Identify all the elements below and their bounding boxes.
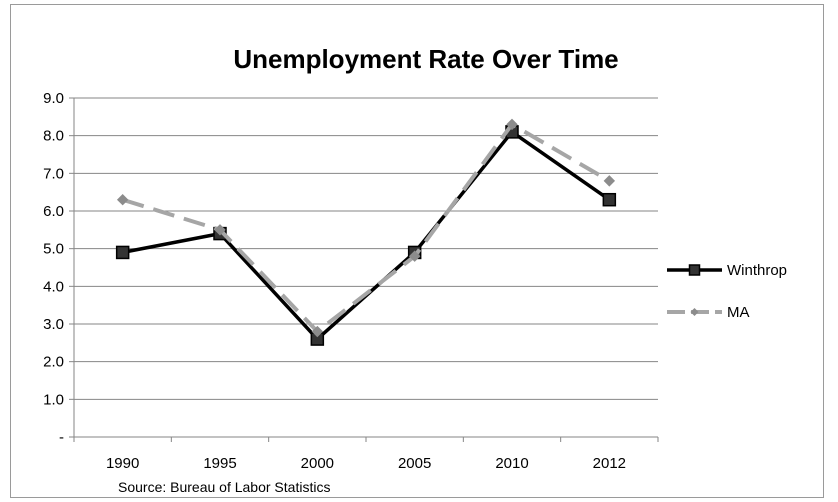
x-tick-labels: 1990 1995 2000 2005 2010 2012 — [106, 455, 626, 472]
legend-marker-ma — [690, 308, 699, 316]
y-tick-label: 2.0 — [43, 354, 64, 371]
chart-title: Unemployment Rate Over Time — [233, 44, 618, 74]
y-tick-label: 5.0 — [43, 241, 64, 258]
data-point-ma — [603, 175, 616, 187]
y-tick-label: 3.0 — [43, 316, 64, 333]
y-tick-label: 7.0 — [43, 165, 64, 182]
x-tick-label: 2005 — [398, 455, 431, 472]
x-tick-label: 1995 — [203, 455, 236, 472]
axes — [69, 97, 659, 442]
y-tick-labels: - 1.0 2.0 3.0 4.0 5.0 6.0 7.0 8.0 9.0 — [43, 90, 64, 446]
data-point-ma — [408, 250, 421, 262]
data-point-ma — [214, 224, 226, 236]
y-tick-label: 4.0 — [43, 278, 64, 295]
data-point-winthrop — [602, 192, 617, 207]
x-tick-label: 2010 — [495, 455, 528, 472]
data-point-ma — [311, 325, 324, 338]
x-tick-label: 2000 — [301, 455, 334, 472]
data-point-ma — [506, 118, 518, 131]
legend-marker-winthrop — [688, 264, 701, 276]
y-tick-label: 1.0 — [43, 391, 64, 408]
y-tick-label: - — [59, 429, 64, 446]
x-tick-label: 1990 — [106, 455, 139, 472]
legend-label-ma: MA — [727, 304, 750, 321]
data-point-winthrop — [115, 245, 130, 260]
y-tick-label: 8.0 — [43, 128, 64, 145]
y-tick-label: 9.0 — [43, 90, 64, 107]
legend-label-winthrop: Winthrop — [727, 262, 787, 279]
y-tick-label: 6.0 — [43, 203, 64, 220]
series-lines — [115, 118, 617, 346]
grid-lines — [74, 97, 658, 400]
x-tick-label: 2012 — [593, 455, 626, 472]
source-note: Source: Bureau of Labor Statistics — [118, 479, 330, 495]
legend: Winthrop MA — [667, 262, 787, 321]
series-line-winthrop — [122, 130, 611, 341]
data-point-ma — [116, 193, 129, 206]
series-line-ma — [122, 122, 611, 334]
